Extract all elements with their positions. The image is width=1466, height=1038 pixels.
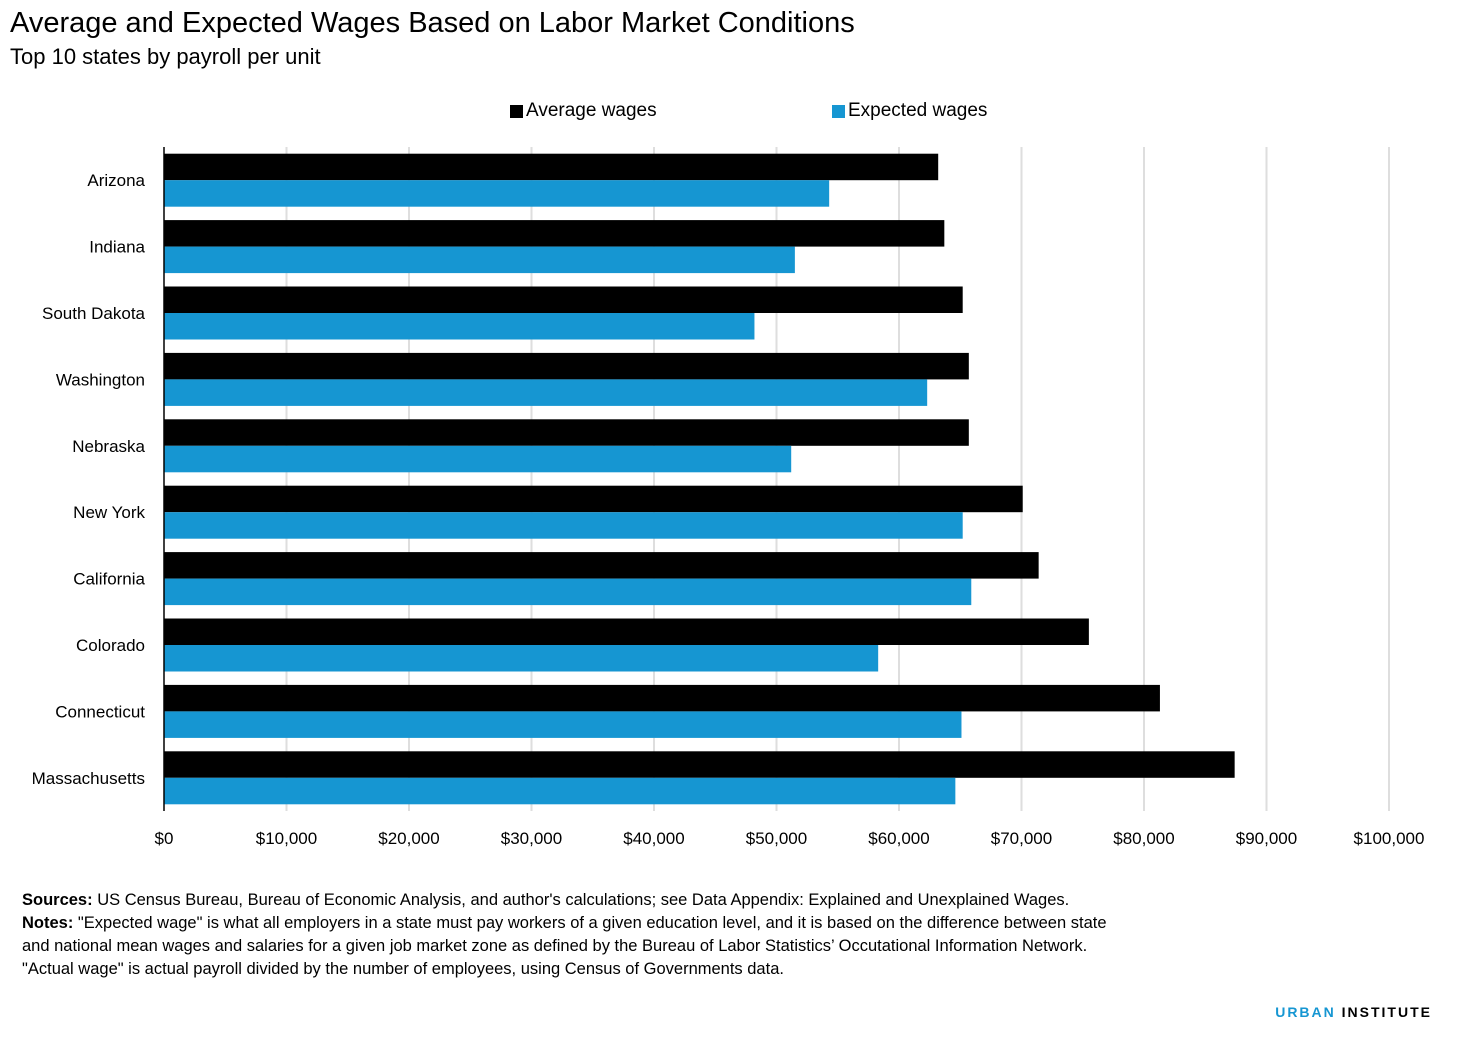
bar-average	[164, 419, 969, 446]
bar-expected	[164, 512, 963, 539]
bar-expected	[164, 246, 795, 274]
legend-item-average: Average wages	[510, 97, 657, 125]
bar-chart: Arizona Indiana South Dakota Washington Nebr…	[32, 147, 1425, 848]
bar-expected	[164, 445, 792, 473]
bar-expected	[164, 777, 956, 805]
logo-urban: URBAN	[1275, 1004, 1336, 1020]
x-tick-label: $0	[155, 829, 174, 848]
category-label: California	[73, 570, 145, 589]
chart-title: Average and Expected Wages Based on Labo…	[10, 7, 855, 39]
x-tick-label: $90,000	[1236, 829, 1297, 848]
legend-item-expected: Expected wages	[832, 97, 987, 125]
x-tick-label: $100,000	[1354, 829, 1425, 848]
legend-swatch-expected	[832, 104, 845, 118]
sources-text: US Census Bureau, Bureau of Economic Ana…	[92, 891, 1070, 909]
legend-label-average: Average wages	[526, 100, 657, 121]
bar-expected	[164, 578, 972, 606]
bar-average	[164, 352, 969, 380]
x-tick-label: $70,000	[991, 829, 1052, 848]
bar-average	[164, 485, 1023, 513]
x-tick-label: $50,000	[746, 829, 807, 848]
category-label: South Dakota	[42, 304, 146, 323]
bar-average	[164, 552, 1039, 579]
urban-institute-logo: URBAN INSTITUTE	[1275, 1004, 1432, 1020]
category-label: Connecticut	[55, 702, 145, 721]
category-label: Arizona	[87, 171, 145, 190]
chart-notes: Sources: US Census Bureau, Bureau of Eco…	[22, 889, 1442, 981]
bar-expected	[164, 180, 830, 207]
category-label: Nebraska	[72, 437, 145, 456]
notes-label: Notes:	[22, 914, 74, 932]
bar-expected	[164, 379, 928, 406]
notes-text-3: "Actual wage" is actual payroll divided …	[22, 960, 784, 978]
bar-average	[164, 220, 945, 247]
bar-expected	[164, 645, 879, 672]
bar-average	[164, 684, 1160, 712]
bar-average	[164, 286, 963, 313]
x-tick-label: $20,000	[378, 829, 439, 848]
x-tick-label: $60,000	[868, 829, 929, 848]
notes-text-1: "Expected wage" is what all employers in…	[73, 914, 1107, 932]
bar-average	[164, 153, 939, 181]
category-label: Washington	[56, 370, 145, 389]
x-tick-label: $40,000	[623, 829, 684, 848]
category-label: Colorado	[76, 636, 145, 655]
category-label: Indiana	[89, 238, 145, 257]
chart-legend: Average wages Expected wages	[0, 97, 1466, 125]
bar-expected	[164, 313, 755, 340]
chart-subtitle: Top 10 states by payroll per unit	[10, 44, 321, 69]
notes-text-2: and national mean wages and salaries for…	[22, 937, 1088, 955]
bar-expected	[164, 711, 962, 738]
x-tick-label: $10,000	[256, 829, 317, 848]
x-tick-label: $80,000	[1113, 829, 1174, 848]
logo-institute: INSTITUTE	[1341, 1004, 1432, 1020]
legend-swatch-average	[510, 104, 523, 118]
bar-average	[164, 618, 1089, 645]
x-tick-label: $30,000	[501, 829, 562, 848]
sources-label: Sources:	[22, 891, 93, 909]
legend-label-expected: Expected wages	[848, 100, 988, 121]
category-label: Massachusetts	[32, 769, 145, 788]
bar-average	[164, 751, 1235, 778]
category-label: New York	[73, 503, 145, 522]
